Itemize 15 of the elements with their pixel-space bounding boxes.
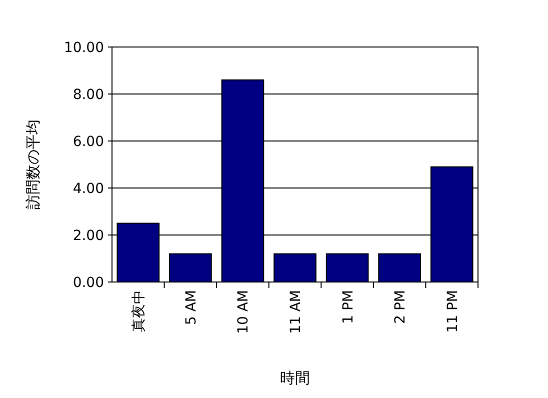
- x-tick-label: 2 PM: [392, 290, 409, 324]
- y-tick-label: 6.00: [72, 134, 104, 150]
- y-tick-label: 10.00: [64, 40, 104, 56]
- x-tick-label: 11 AM: [288, 290, 304, 334]
- y-axis-title: 訪問数の平均: [24, 120, 42, 210]
- y-tick-label: 8.00: [72, 87, 104, 103]
- y-tick-label: 4.00: [72, 181, 104, 197]
- x-tick-label: 5 AM: [183, 290, 200, 326]
- x-tick-label: 11 PM: [444, 290, 461, 333]
- x-tick-label: 10 AM: [236, 290, 252, 334]
- x-tick-label: 真夜中: [131, 290, 148, 332]
- x-tick-label: 1 PM: [340, 290, 356, 324]
- y-tick-label: 0.00: [72, 275, 104, 291]
- y-tick-label: 2.00: [72, 228, 104, 244]
- x-axis-title: 時間: [280, 369, 310, 387]
